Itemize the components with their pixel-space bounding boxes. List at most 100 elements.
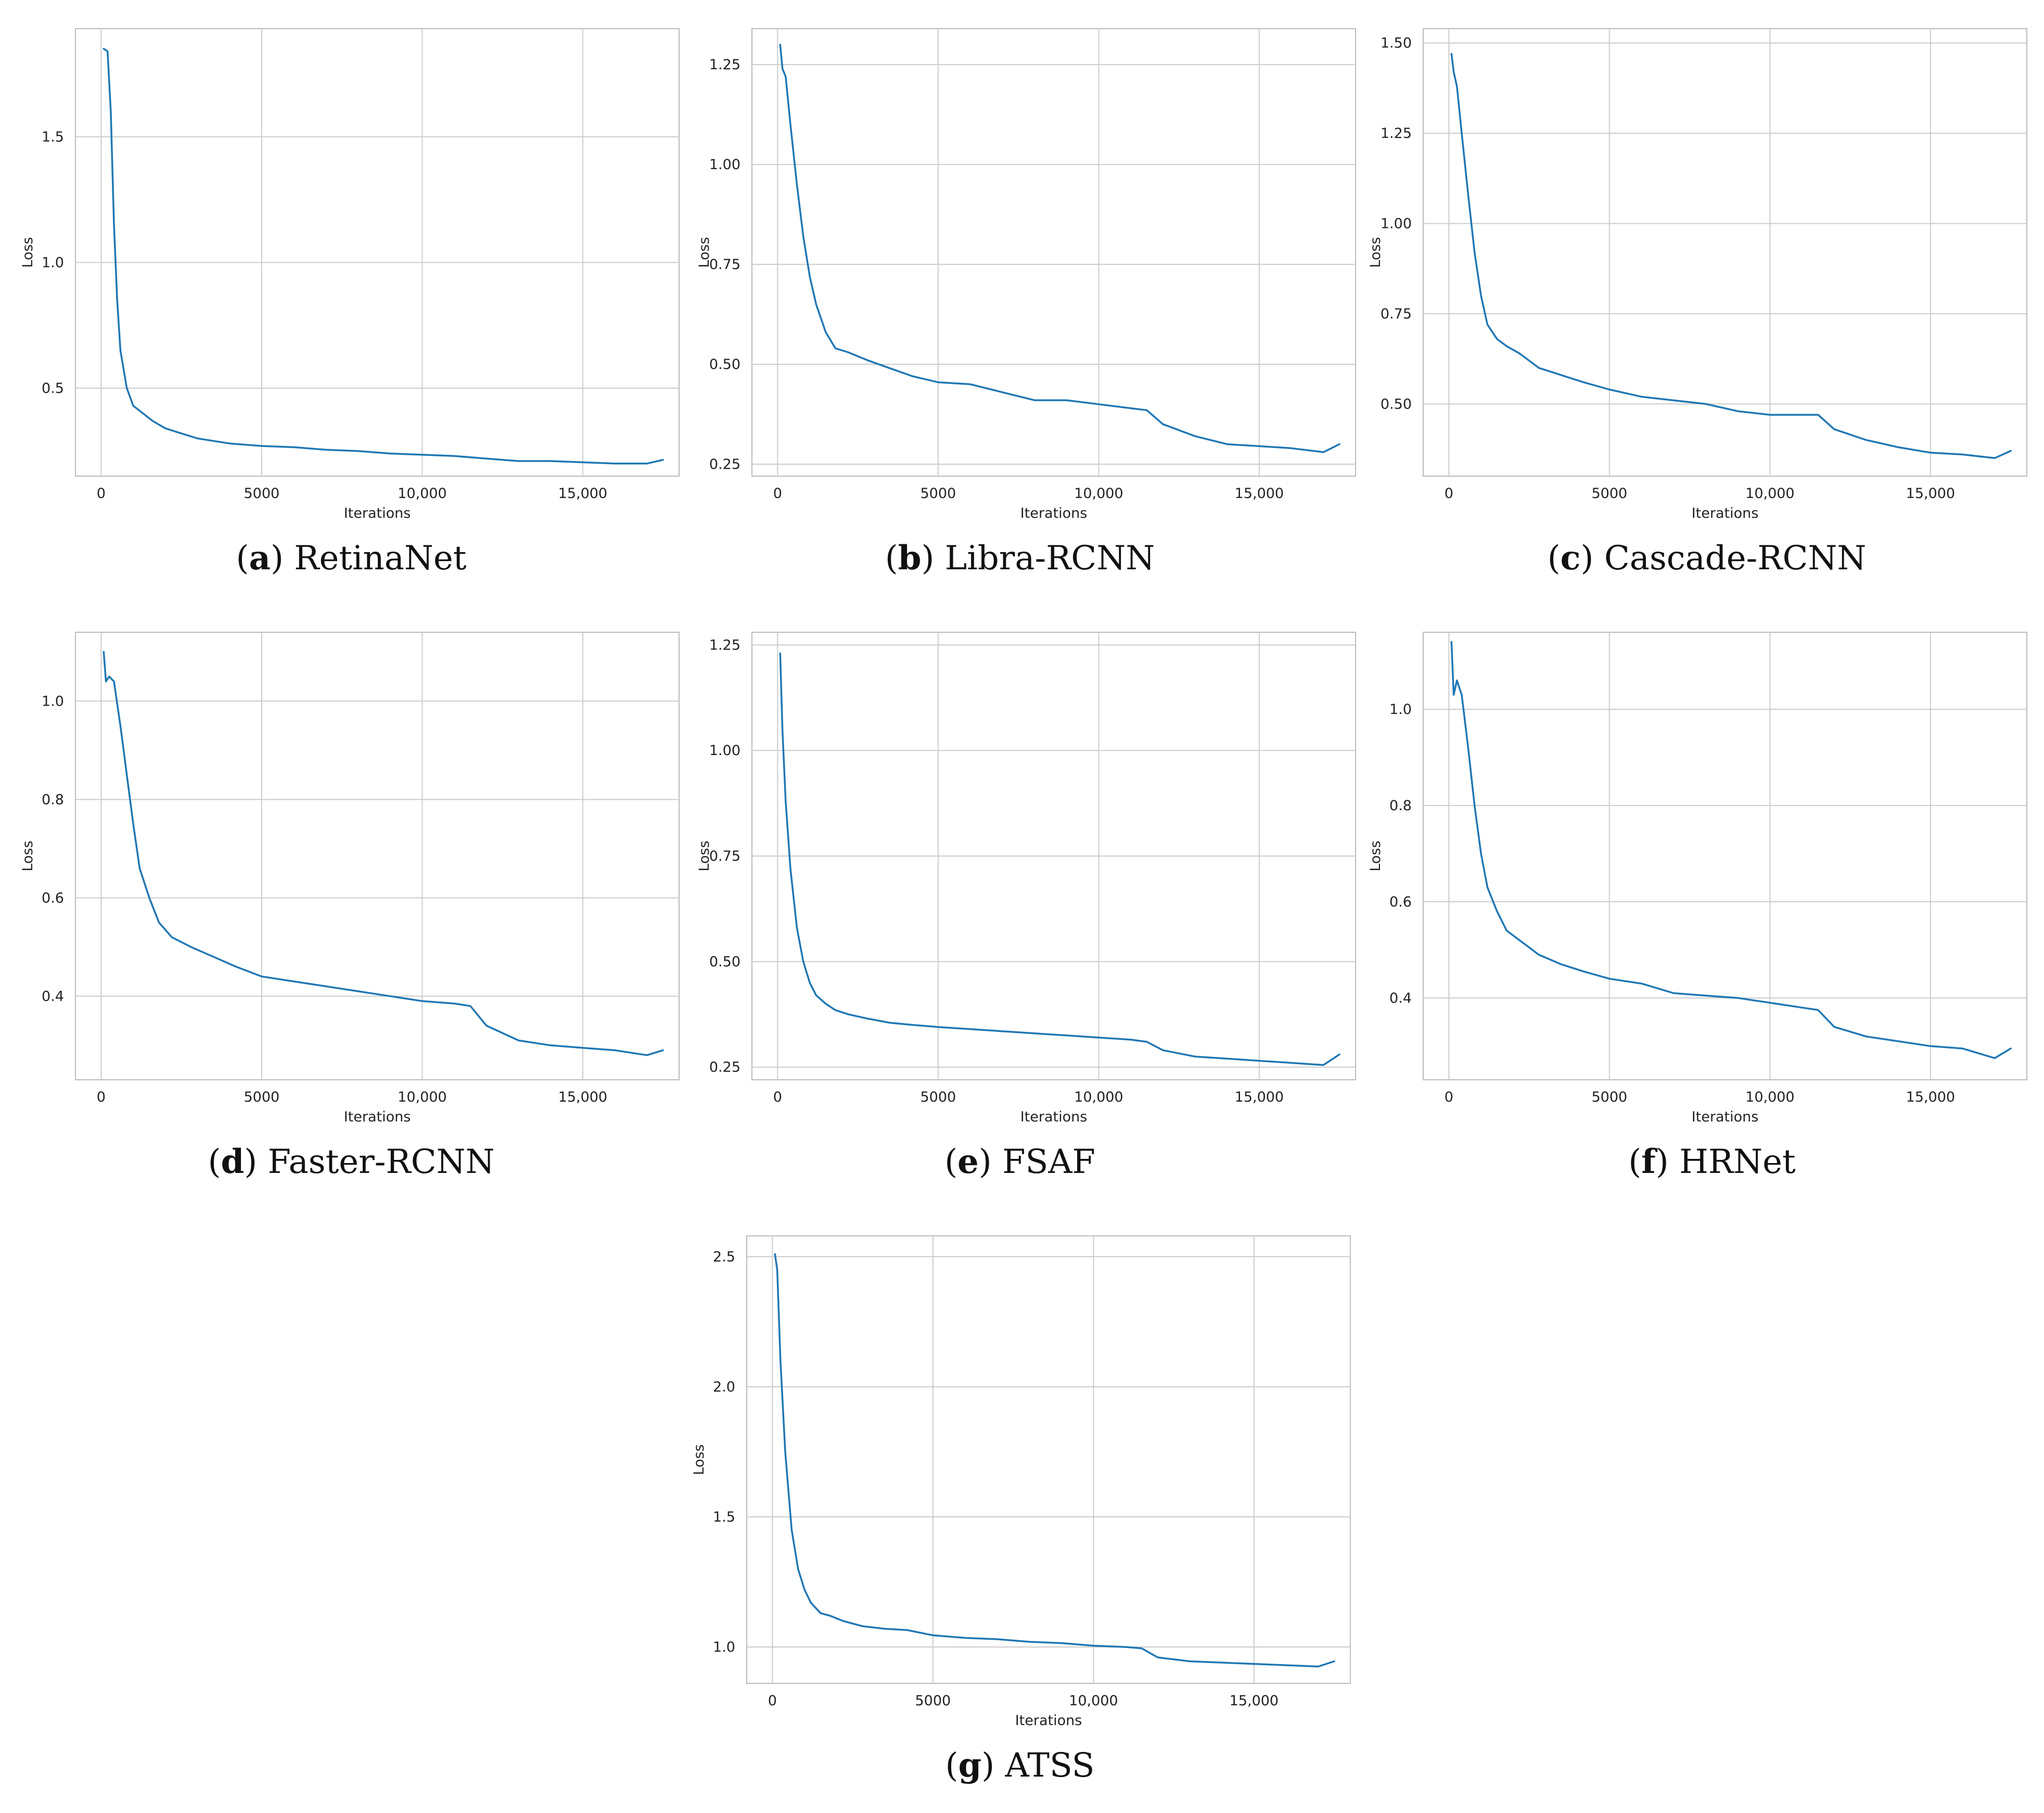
chart-hrnet: 0 5000 10,000 15,000 0.4 0.6 0.8 1.0 Iterations L…	[1368, 632, 2027, 1125]
y-tick-label: 0.50	[1381, 396, 1412, 412]
caption-title: RetinaNet	[294, 539, 467, 578]
y-axis-label: Loss	[1368, 840, 1384, 871]
y-tick-label: 0.75	[1381, 306, 1412, 322]
x-tick-label: 5000	[244, 1089, 280, 1105]
x-tick-label: 0	[773, 1089, 782, 1105]
loss-line	[779, 652, 1340, 1066]
y-tick-label: 1.50	[1381, 35, 1412, 52]
caption-letter: d	[221, 1142, 245, 1181]
y-tick-label: 1.00	[709, 743, 740, 759]
chart-fsaf: 0 5000 10,000 15,000 0.25 0.50 0.75 1.00 1.25 Ite…	[696, 632, 1356, 1125]
y-tick-label: 0.50	[709, 356, 740, 373]
y-tick-label: 0.4	[42, 988, 64, 1004]
loss-line	[1450, 641, 2012, 1059]
x-axis-label: Iterations	[1692, 1109, 1759, 1125]
y-tick-label: 0.8	[42, 791, 64, 808]
x-tick-label: 10,000	[1074, 486, 1123, 502]
x-tick-label: 10,000	[1745, 1089, 1794, 1105]
x-tick-label: 10,000	[1069, 1693, 1118, 1709]
plot-frame	[75, 632, 680, 1080]
y-axis-label: Loss	[691, 1444, 707, 1475]
caption-letter: c	[1560, 539, 1581, 578]
x-tick-label: 5000	[915, 1693, 951, 1709]
y-axis-label: Loss	[696, 840, 712, 871]
x-axis-label: Iterations	[344, 505, 411, 521]
y-tick-label: 1.0	[42, 693, 64, 709]
plot-frame	[751, 28, 1356, 477]
y-tick-label: 1.25	[709, 637, 740, 653]
y-tick-label: 0.25	[709, 456, 740, 473]
plot-frame	[1423, 28, 2027, 477]
caption-title: Cascade-RCNN	[1604, 539, 1867, 578]
x-axis-label: Iterations	[1020, 1109, 1088, 1125]
y-tick-label: 1.0	[1389, 701, 1412, 718]
loss-line	[103, 651, 664, 1056]
x-tick-label: 0	[97, 486, 106, 502]
caption-title: FSAF	[1002, 1143, 1095, 1181]
x-tick-label: 10,000	[1745, 486, 1794, 502]
caption-f: (f) HRNet	[1628, 1142, 1796, 1181]
x-tick-label: 0	[97, 1089, 106, 1105]
x-tick-label: 10,000	[1074, 1089, 1123, 1105]
y-tick-label: 0.4	[1389, 990, 1412, 1006]
caption-letter: f	[1641, 1142, 1656, 1181]
y-axis-label: Loss	[20, 840, 36, 871]
x-tick-label: 15,000	[1235, 486, 1284, 502]
y-tick-label: 0.6	[42, 890, 64, 906]
caption-e: (e) FSAF	[944, 1142, 1095, 1181]
caption-letter: g	[958, 1746, 982, 1785]
caption-title: HRNet	[1679, 1143, 1796, 1181]
x-tick-label: 15,000	[1230, 1693, 1279, 1709]
y-tick-label: 0.5	[42, 380, 64, 397]
caption-d: (d) Faster-RCNN	[208, 1142, 495, 1181]
y-tick-label: 0.75	[709, 848, 740, 864]
x-tick-label: 5000	[921, 486, 956, 502]
caption-letter: e	[957, 1142, 979, 1181]
x-tick-label: 5000	[1592, 1089, 1628, 1105]
y-tick-label: 2.0	[713, 1379, 735, 1395]
y-tick-label: 1.25	[709, 57, 740, 73]
x-tick-label: 5000	[921, 1089, 956, 1105]
plot-frame	[746, 1235, 1351, 1684]
chart-faster-rcnn: 0 5000 10,000 15,000 0.4 0.6 0.8 1.0 Iterations L…	[20, 632, 680, 1125]
y-tick-label: 1.0	[42, 254, 64, 271]
caption-c: (c) Cascade-RCNN	[1547, 539, 1867, 578]
loss-line	[779, 43, 1340, 453]
caption-g: (g) ATSS	[945, 1746, 1095, 1785]
caption-a: (a) RetinaNet	[236, 539, 467, 578]
loss-line	[774, 1253, 1335, 1668]
x-tick-label: 0	[773, 486, 782, 502]
y-tick-label: 1.25	[1381, 125, 1412, 142]
caption-letter: b	[898, 539, 922, 578]
x-axis-label: Iterations	[1692, 505, 1759, 521]
y-tick-label: 1.0	[713, 1639, 735, 1655]
chart-atss: 0 5000 10,000 15,000 1.0 1.5 2.0 2.5 Iterations L…	[691, 1235, 1351, 1729]
chart-cascade-rcnn: 0 5000 10,000 15,000 0.50 0.75 1.00 1.25 1.50 Ite…	[1368, 28, 2027, 521]
plot-frame	[1423, 632, 2027, 1080]
x-tick-label: 0	[1445, 486, 1453, 502]
x-tick-label: 0	[1445, 1089, 1453, 1105]
x-tick-label: 10,000	[398, 486, 446, 502]
loss-line	[103, 47, 664, 465]
caption-title: ATSS	[1005, 1746, 1095, 1785]
y-tick-label: 0.6	[1389, 894, 1412, 910]
caption-title: Faster-RCNN	[267, 1143, 495, 1181]
y-tick-label: 1.00	[1381, 216, 1412, 232]
x-axis-label: Iterations	[1015, 1713, 1082, 1729]
x-tick-label: 0	[768, 1693, 777, 1709]
loss-line	[1450, 53, 2012, 459]
x-tick-label: 10,000	[398, 1089, 446, 1105]
caption-letter: a	[249, 539, 271, 578]
y-tick-label: 2.5	[713, 1249, 735, 1265]
x-axis-label: Iterations	[344, 1109, 411, 1125]
y-tick-label: 1.5	[42, 129, 64, 145]
y-axis-label: Loss	[696, 237, 712, 267]
x-tick-label: 15,000	[1906, 486, 1955, 502]
plot-frame	[75, 28, 680, 477]
y-tick-label: 1.5	[713, 1509, 735, 1525]
caption-b: (b) Libra-RCNN	[885, 539, 1155, 578]
x-tick-label: 15,000	[558, 1089, 607, 1105]
x-tick-label: 5000	[244, 486, 280, 502]
chart-libra-rcnn: 0 5000 10,000 15,000 0.25 0.50 0.75 1.00 1.25 Ite…	[696, 28, 1356, 521]
caption-title: Libra-RCNN	[944, 539, 1155, 578]
